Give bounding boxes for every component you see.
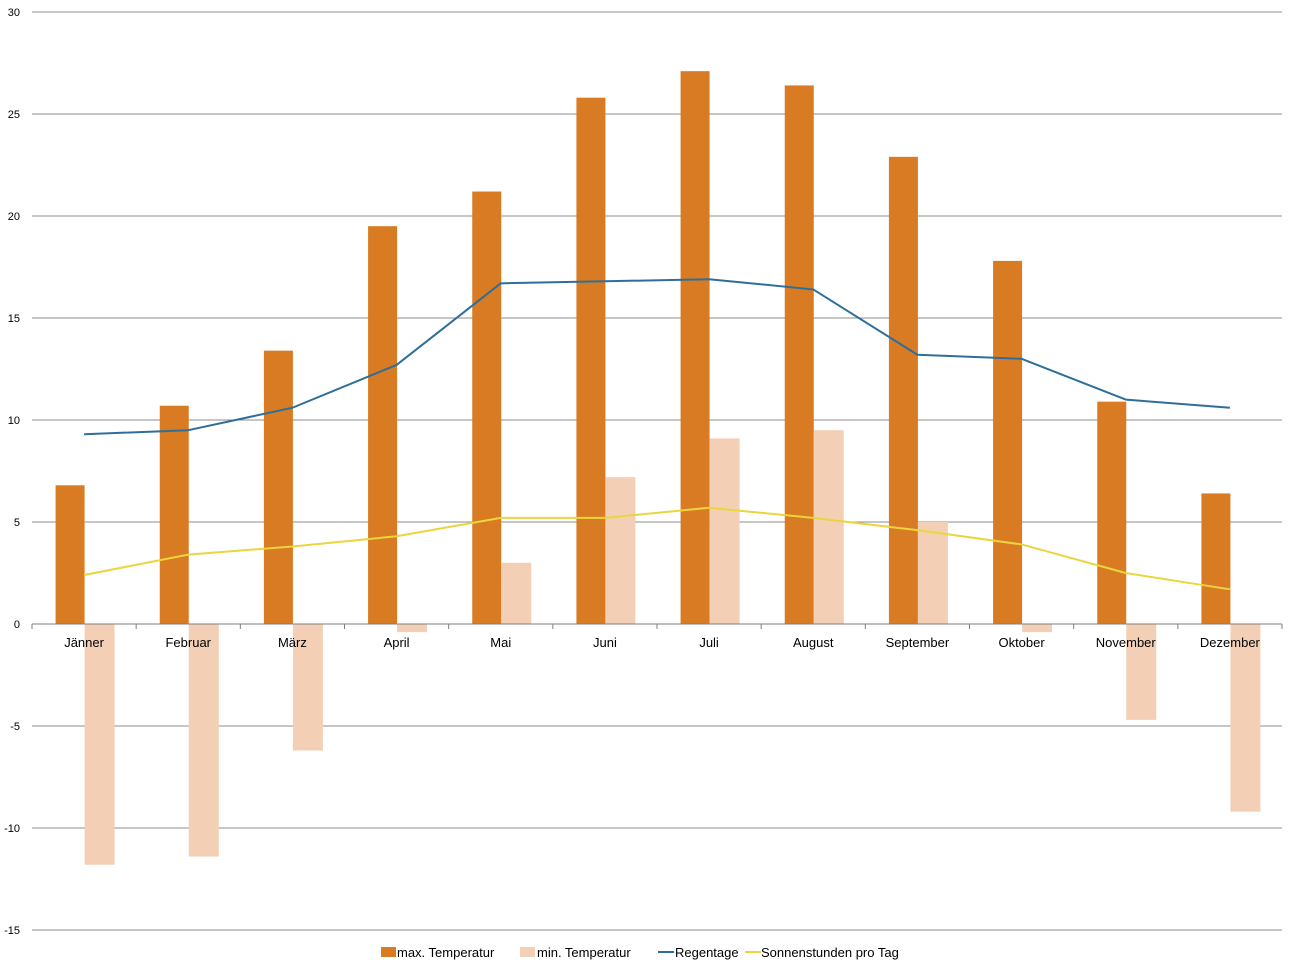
axis-layer xyxy=(31,623,1283,629)
x-tick-label: Dezember xyxy=(1200,635,1261,650)
bar-max-temperature xyxy=(472,191,502,624)
bar-max-temperature xyxy=(993,260,1023,624)
legend-swatch xyxy=(520,947,535,957)
x-tick-label: April xyxy=(384,635,410,650)
y-tick-label: -15 xyxy=(4,925,20,937)
y-tick-label: 25 xyxy=(8,109,20,121)
legend-item: Regentage xyxy=(658,945,739,960)
legend-item: max. Temperatur xyxy=(381,945,495,960)
grid-layer xyxy=(32,11,1282,931)
bar-min-temperature xyxy=(397,624,428,633)
bar-max-temperature xyxy=(888,156,918,624)
legend-item: Sonnenstunden pro Tag xyxy=(745,945,899,960)
x-tick-label: Jänner xyxy=(64,635,104,650)
line-layer xyxy=(83,278,1231,591)
legend-label: max. Temperatur xyxy=(397,945,495,960)
bar-max-temperature xyxy=(263,350,293,624)
bar-max-temperature xyxy=(784,85,814,624)
legend: max. Temperatur min. Temperatur Regentage S… xyxy=(381,945,899,960)
legend-label: Sonnenstunden pro Tag xyxy=(761,945,899,960)
bar-min-temperature xyxy=(1126,624,1157,720)
bar-max-temperature xyxy=(576,97,606,625)
y-tick-label: 0 xyxy=(14,619,20,631)
x-tick-label: Februar xyxy=(165,635,211,650)
legend-swatch xyxy=(381,947,396,957)
y-tick-label: 30 xyxy=(8,7,20,19)
bar-min-temperature xyxy=(605,477,636,624)
x-tick-label: Juni xyxy=(593,635,617,650)
y-tick-label: 5 xyxy=(14,517,20,529)
y-tick-label: 10 xyxy=(8,415,20,427)
bar-max-temperature xyxy=(1097,401,1127,624)
legend-label: Regentage xyxy=(675,945,739,960)
legend-label: min. Temperatur xyxy=(537,945,631,960)
legend-item: min. Temperatur xyxy=(520,945,631,960)
bar-min-temperature xyxy=(709,438,740,624)
x-tick-label: August xyxy=(793,635,834,650)
y-tick-label: 15 xyxy=(8,313,20,325)
bar-min-temperature xyxy=(917,522,948,624)
bar-min-temperature xyxy=(813,430,844,624)
bar-max-temperature xyxy=(159,405,189,624)
x-tick-label: November xyxy=(1096,635,1157,650)
y-tick-label: -10 xyxy=(4,823,20,835)
x-tick-label: Juli xyxy=(699,635,719,650)
label-layer: 30 25 20 15 10 5 0 -5 -10 -15 Jänner Februar März Apr… xyxy=(4,7,1260,937)
bar-max-temperature xyxy=(680,71,710,624)
x-tick-label: Oktober xyxy=(998,635,1045,650)
bar-min-temperature xyxy=(1230,624,1261,812)
line-sonnenstunden xyxy=(83,506,1231,591)
bar-min-temperature xyxy=(188,624,219,857)
bar-layer xyxy=(55,71,1261,865)
bar-min-temperature xyxy=(501,562,532,624)
bar-min-temperature xyxy=(1022,624,1053,633)
y-tick-label: -5 xyxy=(10,721,20,733)
y-tick-label: 20 xyxy=(8,211,20,223)
x-tick-label: März xyxy=(278,635,307,650)
x-tick-label: September xyxy=(886,635,950,650)
bar-max-temperature xyxy=(368,226,398,624)
line-regentage xyxy=(84,278,1230,436)
bar-max-temperature xyxy=(55,485,85,624)
bar-max-temperature xyxy=(1201,493,1231,624)
x-tick-label: Mai xyxy=(490,635,511,650)
bar-min-temperature xyxy=(84,624,115,865)
bar-min-temperature xyxy=(292,624,323,751)
